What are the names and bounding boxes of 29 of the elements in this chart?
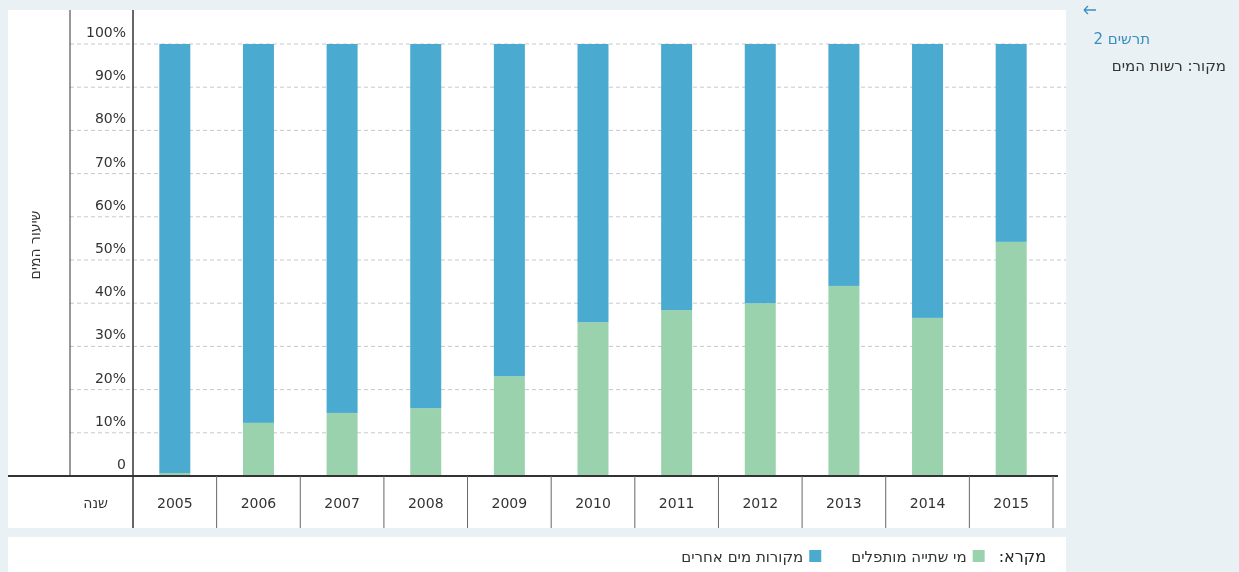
text: מקור: רשות המים [1111, 57, 1226, 75]
text: תרשים 2 [1093, 30, 1150, 48]
y-tick-label: 0 [117, 456, 126, 472]
x-tick-label: 2011 [658, 495, 695, 511]
legend-title: מקרא: [998, 547, 1046, 566]
x-tick-label: 2013 [826, 495, 862, 511]
x-tick-label: 2009 [491, 495, 528, 511]
legend-label: מי שתייה מותפלים [851, 548, 967, 566]
y-tick-label: 100% [85, 24, 126, 40]
x-tick-label: 2005 [157, 495, 193, 511]
y-tick-label: 70% [94, 153, 126, 170]
y-tick-label: 50% [94, 240, 126, 256]
x-tick-label: 2008 [407, 495, 444, 511]
x-tick-label: 2006 [240, 495, 277, 511]
x-tick-label: 2014 [909, 495, 946, 511]
x-tick-label: 2010 [575, 495, 611, 511]
x-tick-label: 2015 [993, 495, 1029, 511]
y-tick-label: 90% [94, 67, 126, 84]
x-tick-label: 2007 [324, 495, 360, 511]
y-tick-label: 30% [94, 326, 126, 343]
y-tick-label: 40% [94, 283, 126, 300]
x-axis-title: שנה [83, 495, 109, 511]
x-tick-label: 2012 [742, 495, 779, 511]
y-tick-label: 80% [94, 110, 126, 127]
y-tick-label: 20% [94, 369, 126, 386]
y-axis-title: שיעור המים [27, 210, 43, 280]
y-tick-label: 10% [94, 412, 126, 429]
legend-label: מקורות מים אחרים [681, 548, 804, 566]
y-tick-label: 60% [94, 196, 126, 213]
